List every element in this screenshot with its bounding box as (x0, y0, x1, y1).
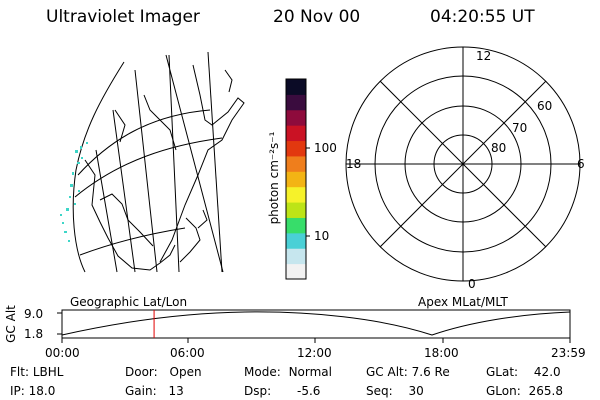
info-flt-value: LBHL (32, 365, 64, 379)
polar-label-12: 12 (476, 49, 492, 63)
polar-label-6: 6 (577, 157, 585, 171)
info-ip-label: IP: (10, 384, 25, 398)
info-glon-label: GLon: (486, 384, 521, 398)
info-door-value: Open (169, 365, 202, 379)
polar-lat-80: 80 (491, 141, 507, 155)
info-glon: GLon: 265.8 (486, 385, 563, 397)
colorbar-segment (286, 217, 306, 234)
colorbar-unit-label: photon cm⁻²s⁻¹ (267, 131, 281, 225)
altitude-ytick-1-8: 1.8 (24, 327, 44, 341)
info-door: Door: Open (125, 366, 202, 378)
info-glat-label: GLat: (486, 365, 519, 379)
polar-lat-70: 70 (512, 121, 528, 135)
info-glat: GLat: 42.0 (486, 366, 561, 378)
altitude-xtick-1200: 12:00 (297, 346, 332, 360)
projection-label-right: Apex MLat/MLT (418, 295, 508, 309)
info-flt: Flt: LBHL (10, 366, 63, 378)
info-dsp-value: -5.6 (296, 384, 321, 398)
date-label: 20 Nov 00 (273, 7, 361, 27)
aurora-speckle (60, 142, 88, 242)
info-dsp-label: Dsp: (244, 384, 272, 398)
info-dsp: Dsp: -5.6 (244, 385, 320, 397)
info-ip: IP: 18.0 (10, 385, 55, 397)
info-gain-label: Gain: (125, 384, 157, 398)
altitude-ytick-9: 9.0 (24, 307, 44, 321)
colorbar-segment (286, 186, 306, 203)
altitude-xtick-1800: 18:00 (424, 346, 459, 360)
colorbar-segment (286, 171, 306, 188)
info-gcalt-value: 7.6 Re (411, 365, 450, 379)
colorbar-segment (286, 155, 306, 172)
projection-label-left: Geographic Lat/Lon (70, 295, 188, 309)
info-glat-value: 42.0 (533, 365, 561, 379)
info-gain: Gain: 13 (125, 385, 184, 397)
colorbar-tick-100: 100 (314, 141, 337, 155)
altitude-xtick-0000: 00:00 (45, 346, 80, 360)
info-ip-value: 18.0 (28, 384, 56, 398)
info-mode: Mode: Normal (244, 366, 332, 378)
info-seq-label: Seq: (366, 384, 393, 398)
info-flt-label: Flt: (10, 365, 29, 379)
colorbar-segment (286, 248, 306, 265)
info-gcalt: GC Alt: 7.6 Re (366, 366, 450, 378)
info-glon-value: 265.8 (528, 384, 563, 398)
colorbar-segment (286, 109, 306, 126)
altitude-axis-label: GC Alt (4, 305, 18, 343)
colorbar-segment (286, 140, 306, 157)
geographic-map (60, 51, 245, 273)
info-seq-value: 30 (408, 384, 424, 398)
colorbar-segment (286, 202, 306, 218)
polar-label-0: 0 (468, 277, 476, 291)
info-gcalt-label: GC Alt: (366, 365, 408, 379)
info-mode-value: Normal (288, 365, 332, 379)
time-label: 04:20:55 UT (430, 7, 535, 27)
colorbar-segment (286, 125, 306, 142)
colorbar-segment (286, 79, 306, 95)
altitude-xtick-0600: 06:00 (170, 346, 205, 360)
instrument-title: Ultraviolet Imager (46, 7, 200, 27)
polar-plot (345, 46, 581, 282)
info-door-label: Door: (125, 365, 158, 379)
colorbar (285, 78, 310, 280)
altitude-xtick-2359: 23:59 (551, 346, 586, 360)
colorbar-segment (286, 232, 306, 249)
polar-lat-60: 60 (537, 99, 553, 113)
info-gain-value: 13 (168, 384, 184, 398)
colorbar-tick-10: 10 (314, 229, 330, 243)
colorbar-segment (286, 263, 306, 280)
info-seq: Seq: 30 (366, 385, 424, 397)
polar-label-18: 18 (346, 157, 362, 171)
altitude-panel (57, 309, 571, 343)
colorbar-segments (286, 79, 306, 280)
colorbar-segment (286, 94, 306, 111)
info-mode-label: Mode: (244, 365, 281, 379)
